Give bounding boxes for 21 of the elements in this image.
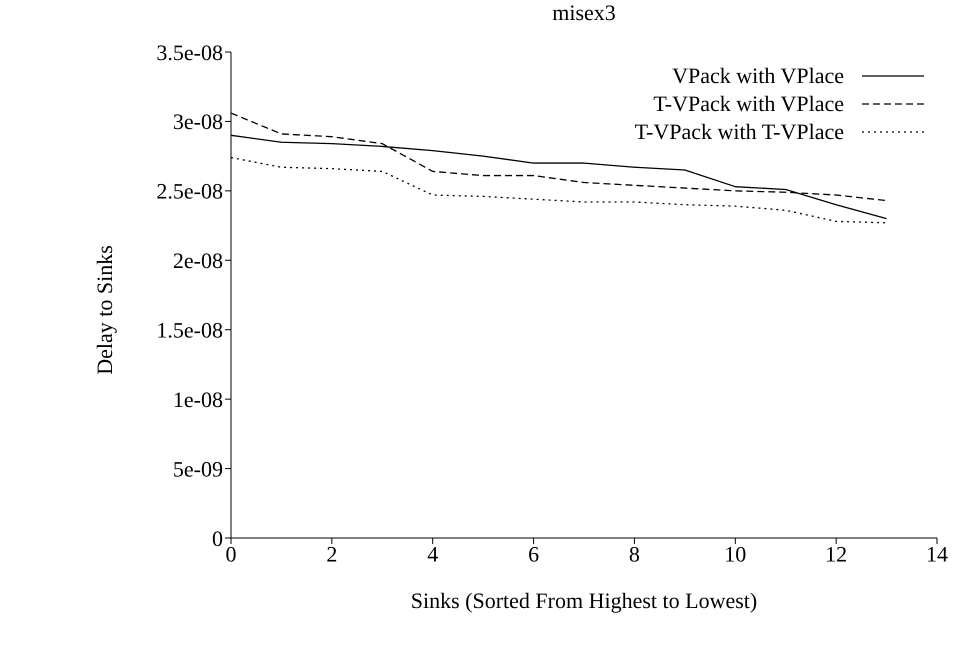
y-tick-label: 2.5e-08 — [156, 178, 223, 204]
x-tick-label: 6 — [528, 542, 540, 567]
y-tick-label: 3.5e-08 — [156, 40, 223, 65]
x-tick-label: 10 — [724, 542, 746, 567]
y-axis-title: Delay to Sinks — [92, 245, 118, 375]
chart-title: misex3 — [551, 0, 617, 26]
y-tick-label: 2e-08 — [172, 248, 223, 274]
x-tick-label: 4 — [427, 542, 438, 567]
legend-label: T-VPack with VPlace — [653, 90, 844, 118]
x-tick-label: 12 — [825, 542, 848, 567]
legend-label: VPack with VPlace — [672, 62, 844, 90]
y-tick-label: 5e-09 — [172, 456, 223, 482]
y-tick-label: 1e-08 — [172, 386, 223, 412]
y-tick-label: 1.5e-08 — [156, 318, 223, 343]
y-tick-label: 3e-08 — [172, 109, 223, 134]
x-tick-label: 2 — [326, 542, 338, 567]
legend-label: T-VPack with T-VPlace — [634, 118, 844, 146]
y-tick-label: 0 — [212, 526, 223, 551]
x-axis-title: Sinks (Sorted From Highest to Lowest) — [410, 588, 758, 614]
x-tick-label: 14 — [926, 542, 948, 567]
x-tick-label: 8 — [628, 542, 640, 567]
